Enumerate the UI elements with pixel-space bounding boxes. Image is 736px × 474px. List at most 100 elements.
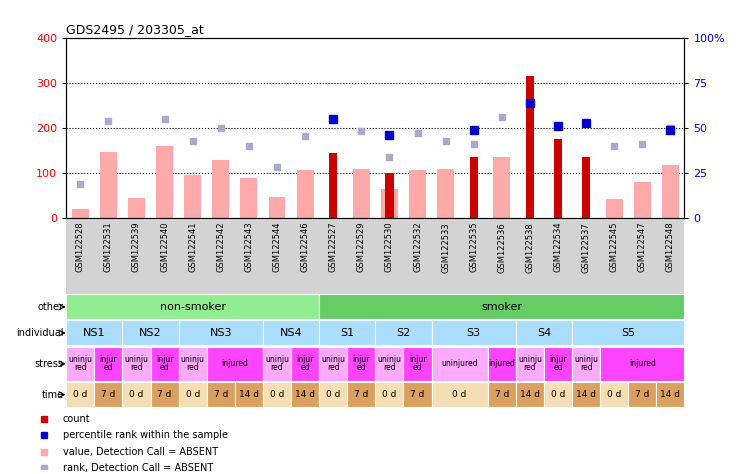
Bar xyxy=(657,382,684,407)
Bar xyxy=(94,382,122,407)
Text: GSM122530: GSM122530 xyxy=(385,222,394,273)
Bar xyxy=(375,382,403,407)
Bar xyxy=(629,382,657,407)
Text: GSM122531: GSM122531 xyxy=(104,222,113,273)
Text: 0 d: 0 d xyxy=(551,390,565,399)
Text: GSM122535: GSM122535 xyxy=(470,222,478,273)
Bar xyxy=(634,182,651,218)
Text: GSM122543: GSM122543 xyxy=(244,222,253,273)
Text: non-smoker: non-smoker xyxy=(160,302,226,312)
Bar xyxy=(375,347,403,381)
Text: GSM122538: GSM122538 xyxy=(526,222,534,273)
Bar xyxy=(493,157,510,218)
Text: uninju
red: uninju red xyxy=(265,355,289,373)
Bar xyxy=(269,197,286,218)
Bar xyxy=(263,320,319,346)
Text: rank, Detection Call = ABSENT: rank, Detection Call = ABSENT xyxy=(63,463,213,473)
Text: GSM122527: GSM122527 xyxy=(329,222,338,273)
Text: injur
ed: injur ed xyxy=(549,355,567,373)
Text: time: time xyxy=(41,390,63,400)
Text: 0 d: 0 d xyxy=(382,390,397,399)
Bar xyxy=(431,382,488,407)
Text: NS2: NS2 xyxy=(139,328,162,338)
Bar xyxy=(431,320,516,346)
Bar xyxy=(66,294,319,319)
Bar xyxy=(572,320,684,346)
Bar xyxy=(66,320,122,346)
Text: uninjured: uninjured xyxy=(442,359,478,368)
Text: 0 d: 0 d xyxy=(185,390,200,399)
Text: S2: S2 xyxy=(397,328,411,338)
Bar xyxy=(241,178,258,218)
Text: 14 d: 14 d xyxy=(239,390,259,399)
Text: GSM122546: GSM122546 xyxy=(300,222,310,273)
Text: uninju
red: uninju red xyxy=(574,355,598,373)
Bar xyxy=(151,382,179,407)
Text: 0 d: 0 d xyxy=(270,390,284,399)
Bar xyxy=(544,382,572,407)
Bar xyxy=(72,209,89,218)
Text: other: other xyxy=(38,302,63,312)
Text: S3: S3 xyxy=(467,328,481,338)
Text: 14 d: 14 d xyxy=(660,390,680,399)
Bar xyxy=(553,139,562,218)
Text: GSM122532: GSM122532 xyxy=(413,222,422,273)
Text: GSM122539: GSM122539 xyxy=(132,222,141,273)
Text: GSM122545: GSM122545 xyxy=(609,222,619,273)
Bar xyxy=(526,76,534,218)
Text: percentile rank within the sample: percentile rank within the sample xyxy=(63,430,227,440)
Text: uninju
red: uninju red xyxy=(68,355,92,373)
Text: injur
ed: injur ed xyxy=(353,355,370,373)
Text: S5: S5 xyxy=(621,328,635,338)
Bar xyxy=(66,382,94,407)
Text: GSM122542: GSM122542 xyxy=(216,222,225,273)
Text: 7 d: 7 d xyxy=(354,390,369,399)
Bar xyxy=(179,382,207,407)
Bar xyxy=(156,146,173,218)
Bar xyxy=(184,175,201,218)
Text: 7 d: 7 d xyxy=(158,390,171,399)
Text: injur
ed: injur ed xyxy=(297,355,314,373)
Bar xyxy=(207,382,235,407)
Text: uninju
red: uninju red xyxy=(124,355,149,373)
Bar xyxy=(263,347,291,381)
Text: injur
ed: injur ed xyxy=(99,355,117,373)
Bar xyxy=(403,382,431,407)
Bar xyxy=(94,347,122,381)
Bar xyxy=(375,320,431,346)
Bar xyxy=(582,157,590,218)
Bar xyxy=(207,347,263,381)
Text: 7 d: 7 d xyxy=(102,390,116,399)
Text: S4: S4 xyxy=(537,328,551,338)
Text: individual: individual xyxy=(16,328,63,338)
Bar xyxy=(122,320,179,346)
Bar xyxy=(381,189,398,218)
Bar xyxy=(470,157,478,218)
Text: GSM122536: GSM122536 xyxy=(498,222,506,273)
Text: NS4: NS4 xyxy=(280,328,302,338)
Text: injur
ed: injur ed xyxy=(408,355,426,373)
Text: GSM122548: GSM122548 xyxy=(666,222,675,273)
Text: GSM122541: GSM122541 xyxy=(188,222,197,273)
Bar xyxy=(179,320,263,346)
Text: stress: stress xyxy=(35,359,63,369)
Bar xyxy=(606,199,623,218)
Bar xyxy=(488,382,516,407)
Text: 14 d: 14 d xyxy=(295,390,315,399)
Text: 0 d: 0 d xyxy=(73,390,88,399)
Bar xyxy=(353,169,369,218)
Text: GSM122544: GSM122544 xyxy=(272,222,281,273)
Bar xyxy=(235,382,263,407)
Text: S1: S1 xyxy=(340,328,354,338)
Text: injured: injured xyxy=(222,359,248,368)
Text: 0 d: 0 d xyxy=(607,390,621,399)
Text: NS1: NS1 xyxy=(83,328,105,338)
Bar xyxy=(319,320,375,346)
Bar xyxy=(100,152,117,218)
Bar xyxy=(347,382,375,407)
Bar xyxy=(572,382,600,407)
Text: injured: injured xyxy=(489,359,515,368)
Text: 7 d: 7 d xyxy=(635,390,649,399)
Bar xyxy=(385,173,394,218)
Text: count: count xyxy=(63,414,91,424)
